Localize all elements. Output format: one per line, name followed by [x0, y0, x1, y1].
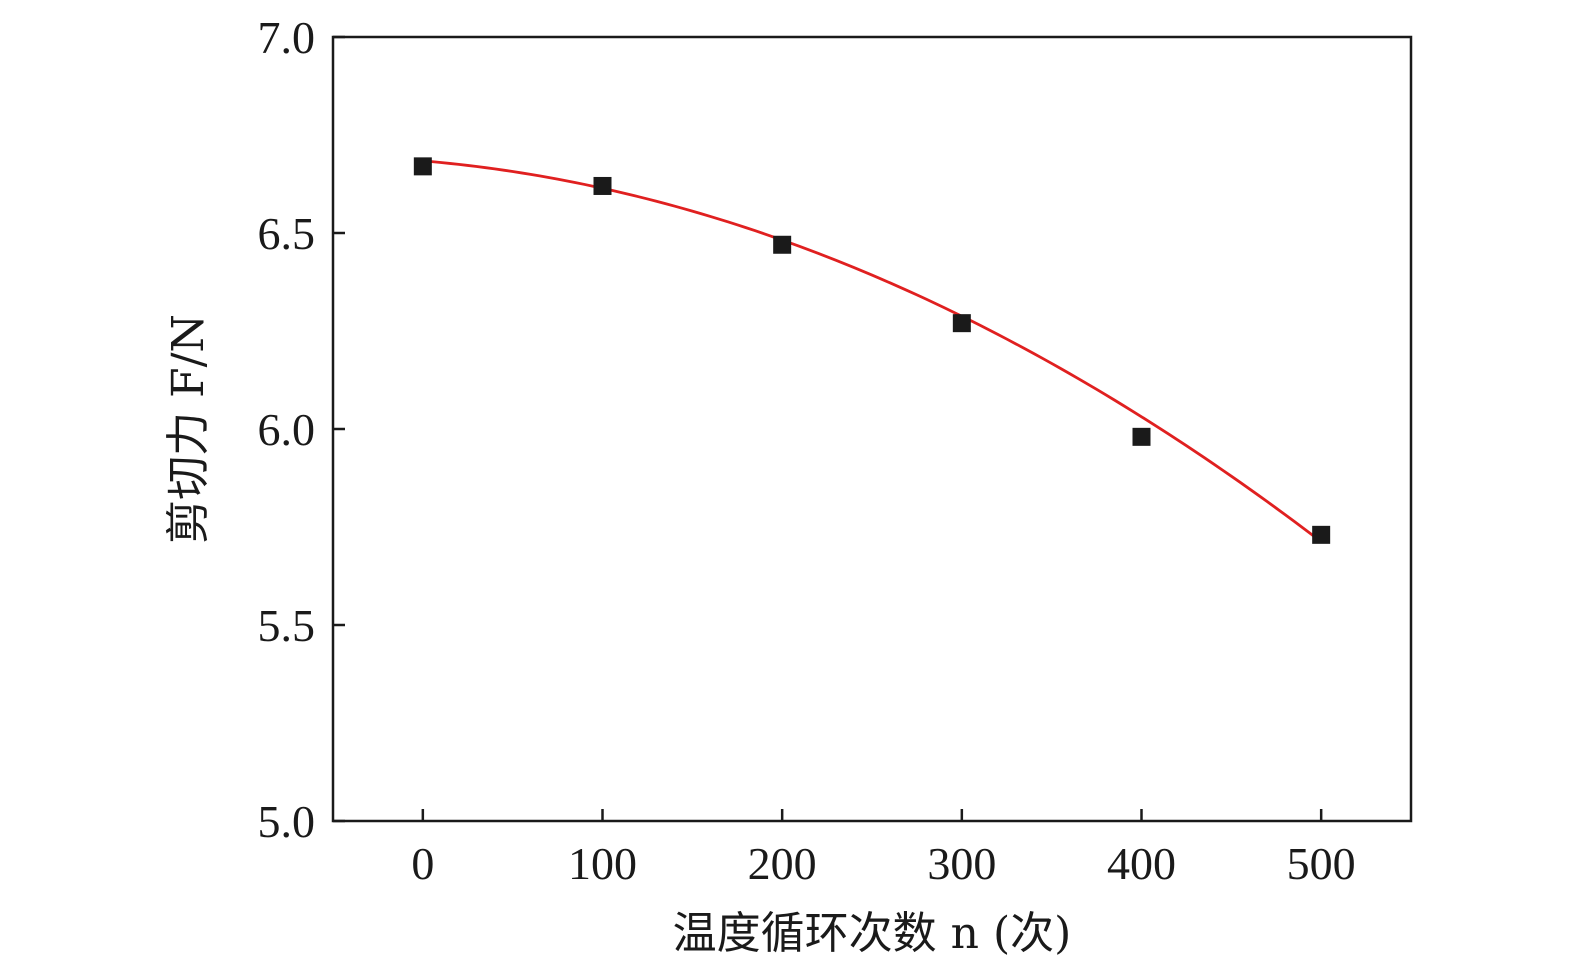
y-axis-label: 剪切力 F/N [163, 314, 214, 544]
x-tick-label: 200 [748, 838, 817, 889]
y-tick-label: 7.0 [258, 12, 316, 63]
x-tick-label: 500 [1287, 838, 1356, 889]
x-axis-ticks: 0 100 200 300 400 500 [411, 809, 1356, 889]
x-tick-label: 100 [568, 838, 637, 889]
data-point [1312, 525, 1331, 544]
data-point [593, 176, 612, 195]
x-axis-label: 温度循环次数 n (次) [673, 908, 1072, 959]
x-tick-label: 400 [1107, 838, 1176, 889]
data-points-layer [413, 157, 1331, 544]
fit-curve-layer [422, 159, 1323, 543]
data-point [1132, 427, 1151, 446]
y-axis-ticks: 5.0 5.5 6.0 6.5 7.0 [258, 12, 345, 847]
y-tick-label: 5.5 [258, 600, 316, 651]
y-tick-label: 5.0 [258, 796, 316, 847]
plot-frame [331, 35, 1413, 823]
data-point [413, 157, 432, 176]
y-tick-label: 6.0 [258, 404, 316, 455]
data-point [952, 314, 971, 333]
x-tick-label: 300 [927, 838, 996, 889]
fit-curve-line [422, 159, 1323, 543]
x-tick-label: 0 [411, 838, 434, 889]
y-tick-label: 6.5 [258, 208, 316, 259]
data-point [773, 235, 792, 254]
